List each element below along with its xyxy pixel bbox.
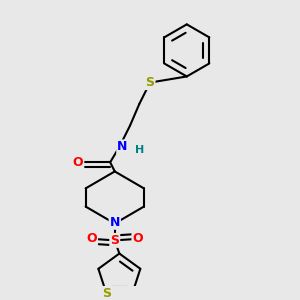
Text: N: N [117, 140, 128, 153]
Text: O: O [132, 232, 143, 245]
Text: N: N [110, 216, 120, 229]
Text: S: S [110, 234, 119, 247]
Text: H: H [135, 145, 144, 155]
Text: O: O [73, 156, 83, 169]
Text: S: S [146, 76, 154, 89]
Text: S: S [102, 287, 111, 300]
Text: O: O [86, 232, 97, 245]
